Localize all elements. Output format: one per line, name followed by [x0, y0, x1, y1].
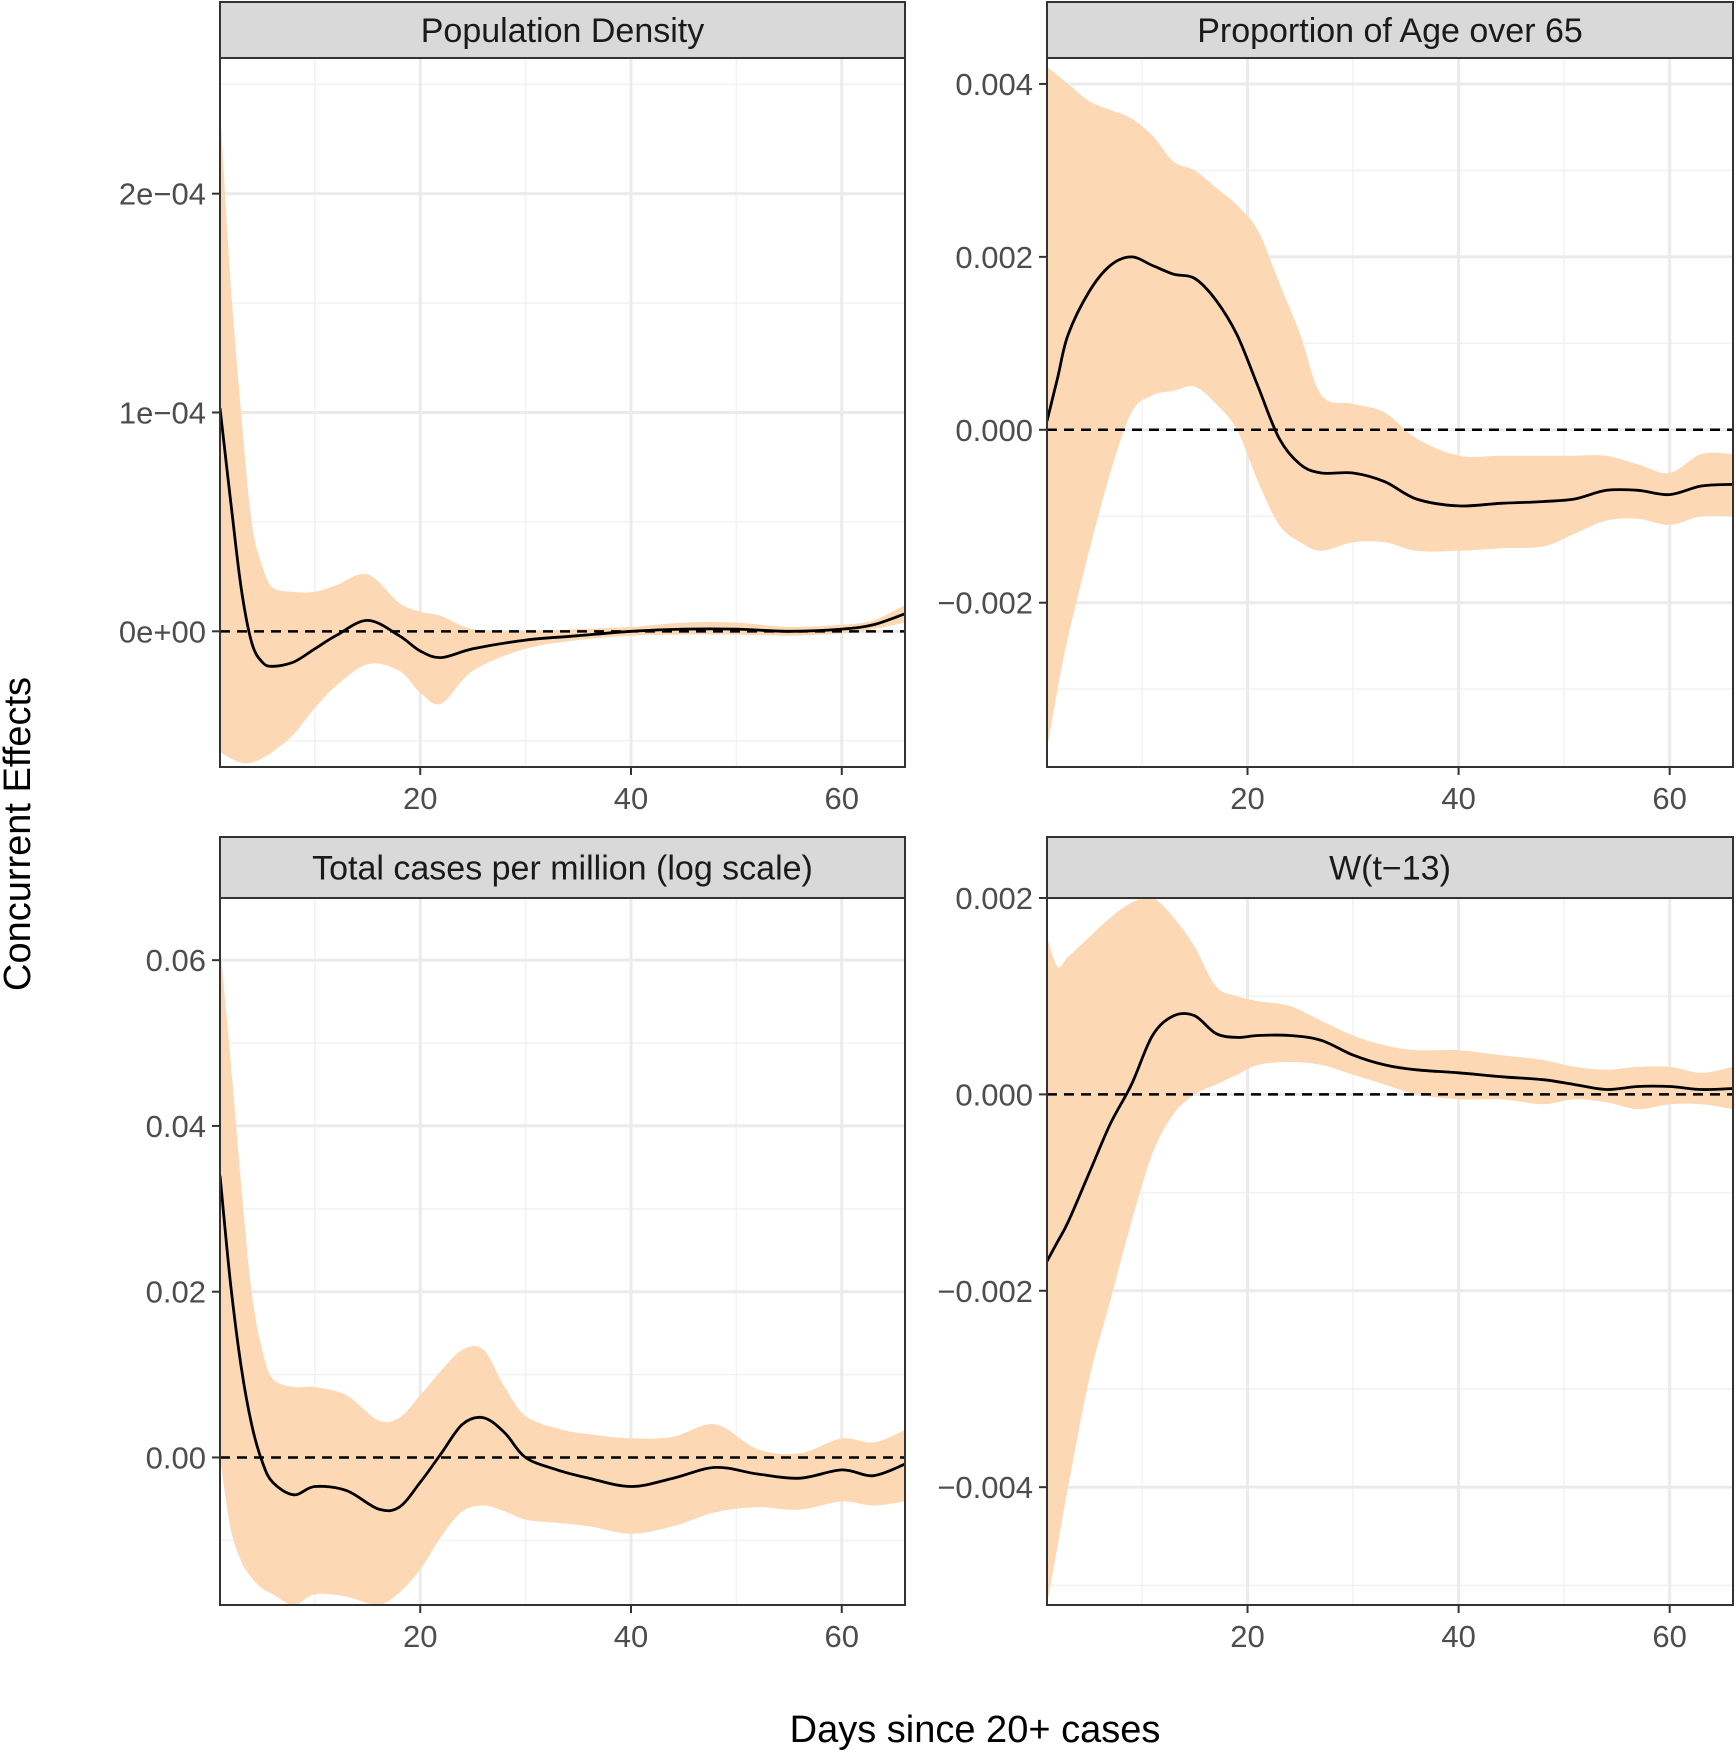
strip-title: Population Density: [421, 12, 705, 50]
y-tick-label: −0.004: [937, 1470, 1033, 1505]
y-tick-label: 0.002: [955, 240, 1033, 275]
strip-title: Total cases per million (log scale): [312, 850, 813, 888]
x-tick-label: 40: [614, 781, 648, 816]
x-tick-label: 60: [1652, 781, 1686, 816]
panel-2: Proportion of Age over 65 20 40 60 −0.002 0.0…: [937, 1, 1734, 816]
y-tick-label: 1e−04: [119, 396, 206, 431]
y-tick-label: 0.06: [146, 943, 206, 978]
strip-background: [1046, 836, 1734, 899]
y-tick-label: −0.002: [937, 586, 1033, 621]
strip-title: W(t−13): [1329, 850, 1451, 888]
confidence-band: [220, 106, 905, 764]
x-tick-label: 60: [1652, 1619, 1686, 1654]
x-tick-label: 40: [614, 1619, 648, 1654]
y-tick-label: 0e+00: [119, 614, 206, 649]
x-tick-label: 60: [825, 781, 859, 816]
plot-area: [1047, 66, 1733, 750]
x-tick-label: 40: [1441, 1619, 1475, 1654]
x-tick-label: 60: [825, 1619, 859, 1654]
y-tick-label: 0.04: [146, 1109, 206, 1144]
panel-3: Total cases per million (log scale) 20 40 6…: [146, 836, 906, 1654]
y-tick-label: 0.002: [955, 881, 1033, 916]
estimate-line: [1047, 255, 1733, 508]
estimate-line: [220, 1175, 905, 1513]
y-tick-label: 0.00: [146, 1440, 206, 1475]
x-tick-label: 20: [403, 781, 437, 816]
confidence-band: [1047, 66, 1733, 750]
strip-background: [1046, 1, 1734, 59]
y-tick-label: −0.002: [937, 1274, 1033, 1309]
y-tick-label: 0.02: [146, 1275, 206, 1310]
x-axis-title: Days since 20+ cases: [790, 1709, 1161, 1751]
plot-area: [220, 106, 905, 764]
panel-4: W(t−13) 20 40 60 −0.004 −0.002 0.000 0.002: [937, 836, 1734, 1654]
estimate-line: [1047, 1012, 1733, 1262]
plot-area: [220, 943, 905, 1605]
x-tick-label: 40: [1441, 781, 1475, 816]
x-tick-label: 20: [403, 1619, 437, 1654]
x-tick-label: 20: [1230, 1619, 1264, 1654]
panel-1: Population Density 20 40 60 0e+00 1e−04 2e−04: [119, 1, 906, 816]
y-tick-label: 2e−04: [119, 177, 206, 212]
strip-title: Proportion of Age over 65: [1197, 12, 1583, 50]
strip-background: [219, 836, 906, 899]
strip-background: [219, 1, 906, 59]
y-tick-label: 0.000: [955, 1077, 1033, 1112]
estimate-line: [220, 407, 905, 668]
x-tick-label: 20: [1230, 781, 1264, 816]
confidence-band: [220, 943, 905, 1605]
y-tick-label: 0.000: [955, 413, 1033, 448]
y-tick-label: 0.004: [955, 67, 1033, 102]
plot-area: [1047, 898, 1733, 1605]
confidence-band: [1047, 898, 1733, 1605]
y-axis-title: Concurrent Effects: [0, 677, 39, 991]
